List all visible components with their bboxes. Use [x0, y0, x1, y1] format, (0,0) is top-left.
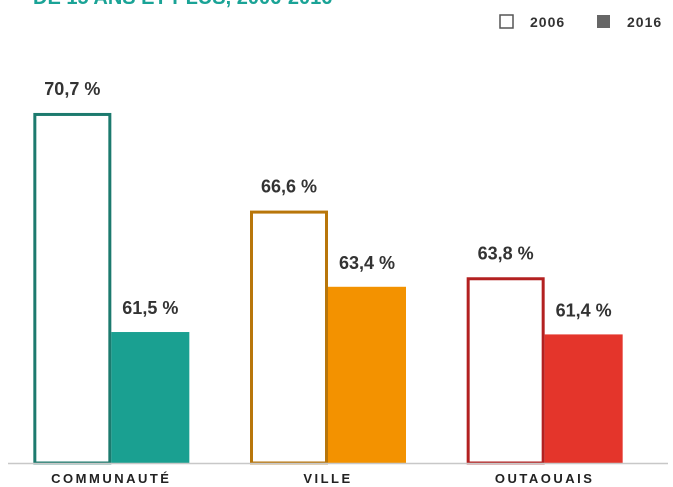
x-tick-label: VILLE: [303, 471, 352, 486]
data-label: 70,7 %: [44, 79, 100, 99]
bar: [33, 112, 112, 465]
bar: [544, 334, 623, 463]
data-label: 61,4 %: [556, 300, 612, 320]
bar: [250, 210, 328, 465]
legend-label: 2006: [530, 14, 565, 30]
x-tick-label: COMMUNAUTÉ: [51, 471, 171, 486]
bar: [466, 277, 545, 465]
data-label: 63,8 %: [478, 243, 534, 263]
legend-label: 2016: [627, 14, 662, 30]
data-label: 63,4 %: [339, 253, 395, 273]
x-tick-label: OUTAOUAIS: [495, 471, 595, 486]
data-label: 66,6 %: [261, 177, 317, 197]
data-label: 61,5 %: [122, 298, 178, 318]
bar: [111, 332, 190, 463]
chart-title: DE 15 ANS ET PLUS, 2006-2016: [33, 0, 332, 9]
legend-swatch: [499, 14, 514, 29]
legend-swatch: [597, 15, 610, 28]
bar: [328, 286, 406, 463]
